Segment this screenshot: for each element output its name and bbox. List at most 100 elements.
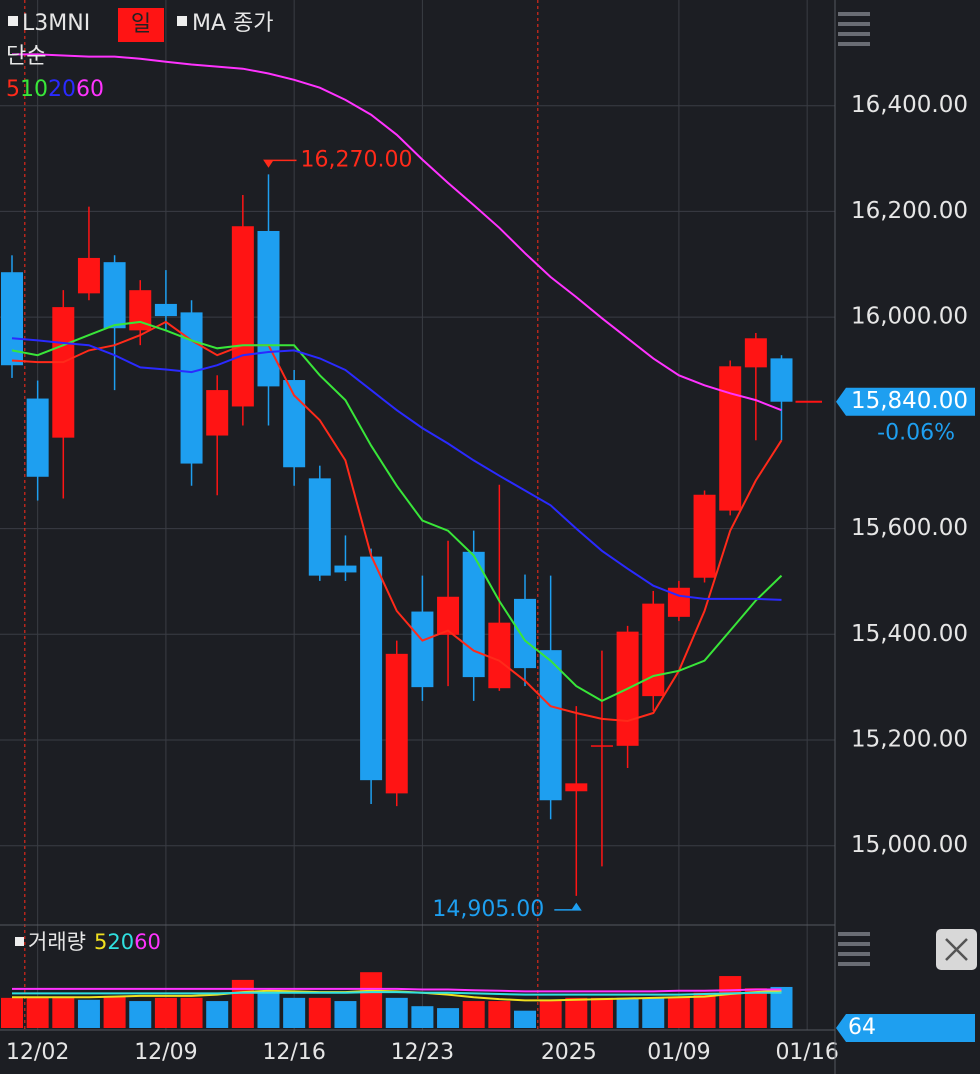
volume-bar (411, 1006, 434, 1028)
volume-bar (1, 997, 23, 1028)
y-tick-label: 16,000.00 (851, 304, 968, 330)
volume-ma-legend-entry: 5 (94, 930, 107, 954)
candle-body (744, 338, 767, 368)
x-tick-label: 12/16 (262, 1040, 325, 1065)
x-tick-label: 12/09 (134, 1040, 197, 1065)
volume-bar (514, 1010, 536, 1028)
price-change-label: -0.06% (877, 421, 955, 446)
ma-legend-entry: 5 (6, 77, 20, 102)
ma-legend-entry: 20 (48, 77, 76, 102)
candle-body (642, 603, 665, 697)
candle-body (334, 565, 357, 573)
volume-bar (488, 1001, 511, 1028)
candle-body (1, 272, 23, 366)
volume-bar (642, 997, 665, 1028)
overlay-mode: 단순 (6, 44, 46, 69)
period-badge[interactable] (118, 8, 164, 42)
candle-body (206, 390, 229, 436)
annotation-arrow (263, 159, 297, 168)
legend-bullet (8, 16, 18, 26)
candle-body (283, 380, 306, 468)
candle-body (719, 366, 742, 511)
annotation-arrow (554, 902, 582, 911)
volume-ma-line (12, 987, 782, 993)
volume-bar (257, 992, 280, 1028)
chart-title: L3MNI (22, 11, 90, 36)
candle-body (385, 653, 408, 794)
volume-bar (770, 986, 793, 1028)
last-price-label: 15,840.00 (851, 388, 968, 414)
volume-bar (539, 1001, 562, 1028)
candle-body (129, 290, 152, 331)
volume-title: 거래량 (28, 930, 86, 954)
candle-body (565, 783, 588, 792)
candle-body (52, 307, 75, 438)
period-label[interactable]: 일 (131, 12, 151, 37)
candle-body (667, 587, 690, 617)
volume-bar (744, 988, 767, 1028)
menu-icon[interactable] (838, 932, 870, 966)
candle-body (514, 598, 536, 669)
volume-bar (103, 995, 126, 1028)
y-tick-label: 15,600.00 (851, 515, 968, 541)
volume-bar (231, 979, 254, 1028)
volume-label: 64 (848, 1015, 876, 1040)
volume-bar (616, 997, 639, 1028)
x-tick-label: 01/09 (647, 1040, 710, 1065)
ma-legend-entry: 10 (20, 77, 48, 102)
overlay-title: MA 종가 (192, 11, 274, 36)
volume-bar (283, 997, 306, 1028)
volume-ma-legend-entry: 20 (107, 930, 134, 954)
volume-bar (590, 997, 613, 1028)
y-tick-label: 15,400.00 (851, 621, 968, 647)
candle-body (154, 303, 177, 317)
candle-body (590, 745, 613, 747)
y-tick-label: 16,200.00 (851, 198, 968, 224)
volume-bar (206, 1001, 229, 1028)
y-tick-label: 15,000.00 (851, 832, 968, 858)
candle-body (103, 262, 126, 329)
candle-body (770, 358, 793, 402)
mark-layer: 15,000.00 15,200.00 15,400.00 15,600.00 16,0… (1, 53, 975, 1065)
candle-body (411, 611, 434, 688)
volume-bar (77, 999, 100, 1028)
candle-body (437, 596, 460, 635)
x-tick-label: 12/02 (6, 1040, 69, 1065)
volume-bar (334, 1001, 357, 1028)
close-button[interactable] (936, 929, 977, 970)
volume-bar (52, 997, 75, 1028)
last-price-box (836, 387, 975, 416)
volume-bar (462, 1001, 485, 1028)
ma-line (11, 320, 783, 723)
volume-bar (308, 997, 331, 1028)
volume-legend: 거래량 52060 (28, 930, 161, 954)
volume-bar (693, 992, 716, 1028)
ma-legend: 5102060 (6, 77, 104, 102)
volume-bar (154, 997, 177, 1028)
candle-body (488, 622, 511, 689)
volume-bar (719, 976, 742, 1028)
candle-body (180, 312, 203, 464)
volume-ma-line (12, 991, 782, 996)
annotation-label: 16,270.00 (301, 147, 413, 172)
volume-bar (385, 997, 408, 1028)
x-tick-label: 2025 (541, 1040, 597, 1065)
volume-bar (565, 997, 588, 1028)
volume-bar (360, 972, 383, 1028)
y-tick-label: 15,200.00 (851, 727, 968, 753)
x-tick-label: 12/23 (391, 1040, 454, 1065)
volume-bar (667, 997, 690, 1028)
menu-icon[interactable] (838, 12, 870, 46)
volume-bar (180, 997, 203, 1028)
legend-bullet (177, 16, 187, 26)
candle-body (26, 398, 49, 477)
candle-body (308, 478, 331, 576)
ma-line (11, 320, 783, 703)
ma-legend-entry: 60 (76, 77, 104, 102)
volume-label-box (836, 1014, 975, 1042)
annotation-label: 14,905.00 (432, 897, 544, 922)
ma-line (12, 53, 782, 412)
candle-body (360, 556, 383, 781)
